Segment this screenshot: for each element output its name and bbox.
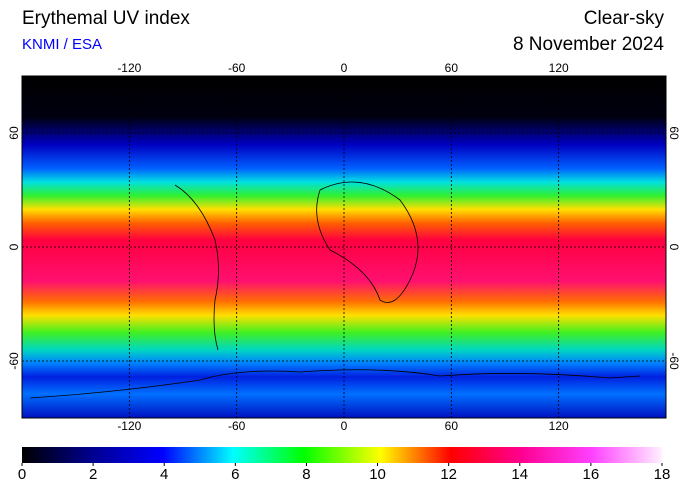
colorbar-label: 18: [654, 466, 671, 483]
lon-label: -60: [228, 419, 246, 433]
lon-label: 60: [445, 419, 459, 433]
colorbar-label: 10: [369, 466, 386, 483]
lon-label: 120: [549, 419, 569, 433]
lon-label: -120: [117, 419, 141, 433]
colorbar-label: 4: [160, 466, 168, 483]
colorbar-label: 16: [583, 466, 600, 483]
coastline: [29, 369, 641, 399]
colorbar-label: 2: [89, 466, 97, 483]
colorbar-label: 8: [302, 466, 310, 483]
title: Erythemal UV index: [22, 8, 190, 29]
colorbar: [22, 447, 662, 463]
colorbar-label: 12: [440, 466, 457, 483]
lat-label: 0: [7, 243, 21, 250]
ticks: -120 -120 -60 -60 0 0 60 60 120 120 60 60 0 0 -60 -60 0 2…: [7, 61, 681, 483]
lon-label: -60: [228, 61, 246, 75]
colorbar-label: 0: [18, 466, 26, 483]
lon-label: 0: [341, 419, 348, 433]
coastline: [316, 181, 419, 303]
source: KNMI / ESA: [22, 36, 102, 53]
sky-condition: Clear-sky: [584, 8, 665, 29]
lon-label: 120: [549, 61, 569, 75]
date: 8 November 2024: [513, 34, 664, 55]
lat-label: 60: [667, 126, 681, 140]
lat-label: -60: [7, 352, 21, 370]
colorbar-label: 14: [511, 466, 528, 483]
lat-label: -60: [667, 352, 681, 370]
lat-label: 60: [7, 126, 21, 140]
lat-label: 0: [667, 244, 681, 251]
lon-label: 0: [341, 61, 348, 75]
lon-label: -120: [117, 61, 141, 75]
colorbar-label: 6: [231, 466, 239, 483]
coastline: [174, 184, 219, 351]
lon-label: 60: [445, 61, 459, 75]
